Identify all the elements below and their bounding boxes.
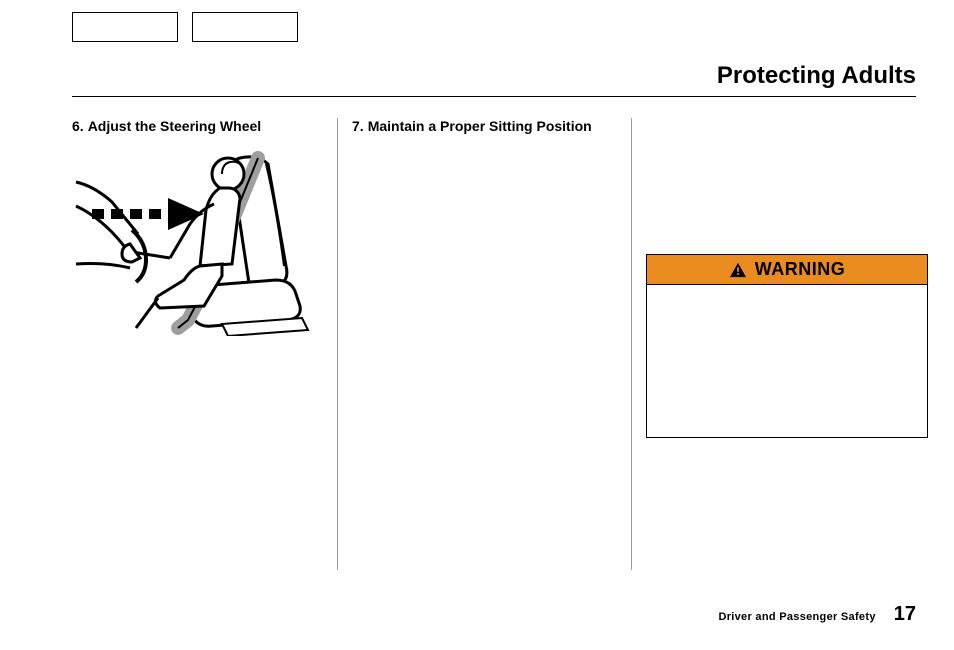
steering-adjust-illustration xyxy=(72,146,318,336)
warning-box: WARNING xyxy=(646,254,928,438)
warning-triangle-icon xyxy=(729,262,747,278)
content-columns: 6. Adjust the Steering Wheel xyxy=(72,118,916,570)
adjust-arrow-icon xyxy=(92,198,204,230)
top-box-2[interactable] xyxy=(192,12,298,42)
column-2: 7. Maintain a Proper Sitting Position xyxy=(338,118,632,570)
title-divider xyxy=(72,96,916,97)
warning-body xyxy=(647,285,927,437)
page-title: Protecting Adults xyxy=(717,62,916,90)
section-heading-6: 6. Adjust the Steering Wheel xyxy=(72,118,323,136)
footer-section-label: Driver and Passenger Safety xyxy=(718,611,875,623)
footer-page-number: 17 xyxy=(894,603,916,626)
section-heading-7: 7. Maintain a Proper Sitting Position xyxy=(352,118,617,136)
warning-header: WARNING xyxy=(647,255,927,285)
warning-label: WARNING xyxy=(755,259,846,280)
heading-text: Adjust the Steering Wheel xyxy=(88,118,323,136)
column-3: WARNING xyxy=(632,118,928,570)
top-box-1[interactable] xyxy=(72,12,178,42)
heading-text: Maintain a Proper Sitting Position xyxy=(368,118,617,136)
page-footer: Driver and Passenger Safety 17 xyxy=(718,603,916,626)
heading-number: 6. xyxy=(72,118,88,136)
heading-number: 7. xyxy=(352,118,368,136)
column-1: 6. Adjust the Steering Wheel xyxy=(72,118,338,570)
top-nav-boxes xyxy=(72,12,298,42)
